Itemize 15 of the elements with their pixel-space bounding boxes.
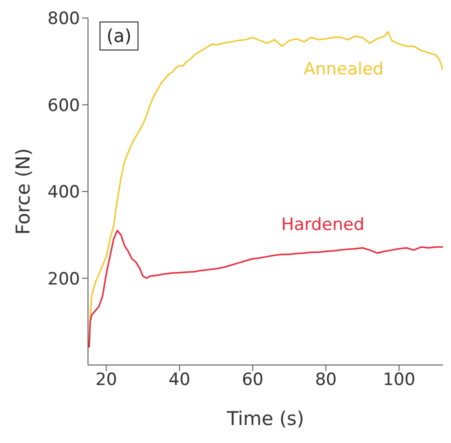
annotation: (a) — [106, 26, 132, 47]
series-label: Annealed — [304, 60, 384, 80]
y-axis-title: Force (N) — [12, 148, 35, 235]
y-tick-label: 800 — [48, 9, 80, 30]
y-tick-label: 600 — [48, 96, 80, 116]
x-tick-label: 40 — [168, 370, 190, 390]
line-series — [88, 230, 443, 348]
x-tick-label: 20 — [95, 370, 118, 390]
y-tick-label: 400 — [48, 182, 80, 203]
x-tick-label: 60 — [242, 370, 264, 390]
series-label: Hardened — [281, 215, 364, 236]
x-tick-label: 100 — [382, 370, 416, 390]
x-tick-label: 80 — [315, 370, 337, 390]
y-tick-label: 200 — [48, 269, 80, 290]
x-axis-title: Time (s) — [226, 408, 304, 430]
